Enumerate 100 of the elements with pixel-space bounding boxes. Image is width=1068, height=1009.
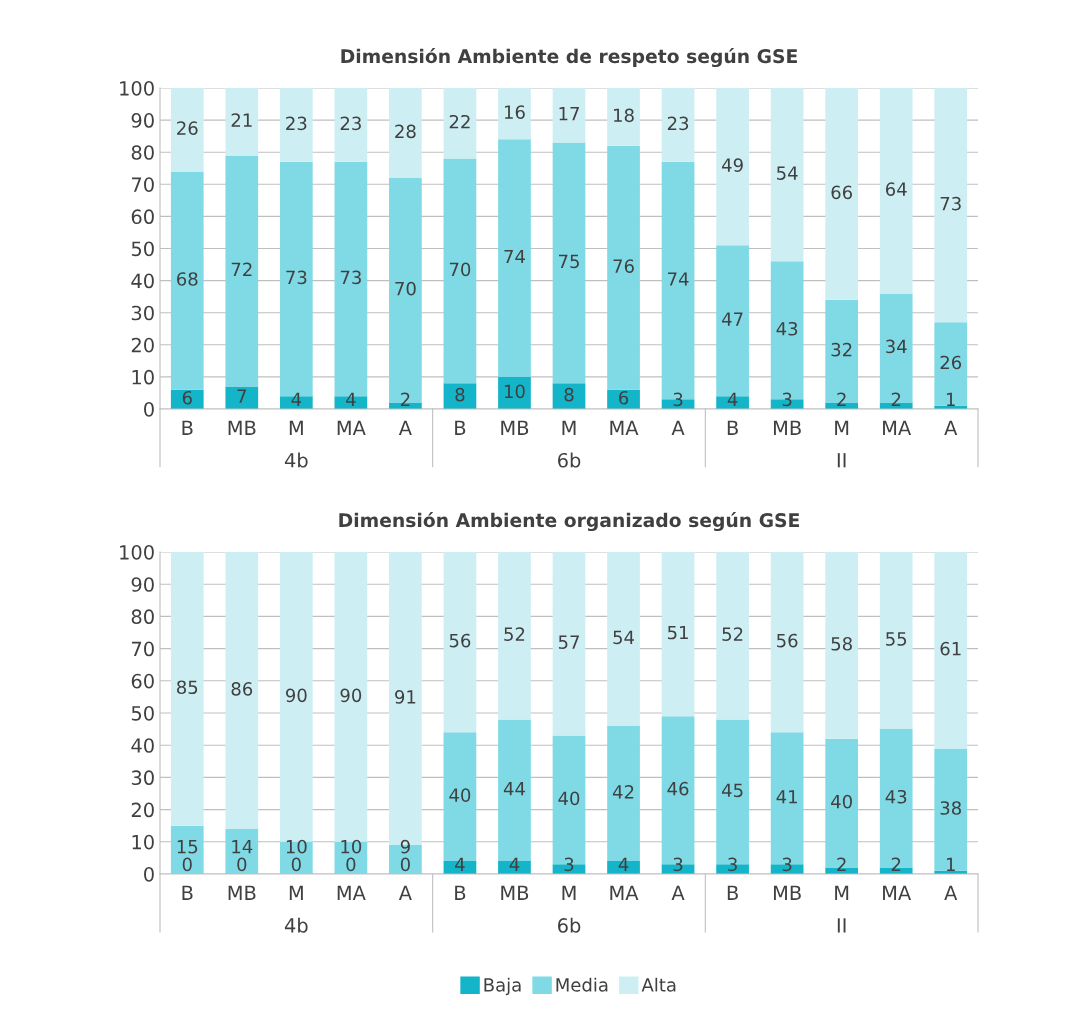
bar (443, 88, 477, 159)
bar (225, 552, 259, 829)
y-tick-label: 50 (131, 705, 154, 721)
x-tick-label: M (562, 885, 576, 900)
data-label: 54 (613, 630, 635, 645)
x-tick-label: B (455, 420, 466, 435)
data-label: 76 (613, 259, 634, 273)
x-tick-label: MB (501, 885, 529, 900)
data-label: 75 (558, 254, 579, 269)
bar (279, 552, 313, 842)
data-label: 2 (891, 392, 901, 406)
x-tick-label: MB (773, 420, 801, 435)
data-label: 61 (940, 641, 961, 656)
x-tick-label: MB (228, 885, 256, 900)
data-label: 73 (940, 196, 961, 211)
bar (879, 88, 913, 294)
legend-label: Media (556, 977, 608, 992)
y-tick-label: 60 (131, 209, 154, 225)
data-label: 14 (232, 840, 253, 854)
data-label: 2 (891, 857, 901, 871)
data-label: 23 (286, 116, 307, 131)
data-label: 66 (831, 185, 853, 200)
bar (934, 88, 968, 323)
data-label: 3 (673, 392, 683, 407)
x-tick-label: MA (610, 420, 639, 435)
bar (225, 88, 259, 156)
text: 6b (558, 917, 581, 933)
bar (825, 552, 859, 739)
data-label: 54 (777, 166, 798, 180)
x-tick-label: MA (883, 885, 912, 900)
y-tick-label: 60 (131, 673, 154, 689)
x-tick-label: B (727, 885, 738, 900)
data-label: 70 (449, 262, 471, 277)
data-label: 16 (504, 105, 525, 119)
data-label: 2 (837, 857, 846, 871)
data-label: 58 (831, 636, 852, 651)
data-label: 55 (886, 632, 907, 646)
data-label: 45 (722, 783, 743, 798)
data-label: 0 (291, 857, 301, 872)
data-label: 90 (340, 688, 362, 703)
x-tick-label: MB (773, 885, 801, 900)
bar (552, 552, 586, 736)
data-label: 49 (722, 158, 743, 172)
data-label: 6 (182, 390, 192, 405)
x-tick-label: A (398, 885, 412, 900)
data-label: 72 (231, 262, 252, 276)
data-label: 21 (231, 113, 252, 127)
data-label: 4 (291, 392, 302, 406)
data-label: 4 (727, 392, 738, 406)
x-tick-label: MA (337, 885, 366, 900)
y-tick-label: 40 (131, 273, 154, 289)
bar (443, 158, 477, 384)
bar (716, 552, 749, 720)
bar (825, 88, 859, 300)
data-label: 73 (340, 270, 361, 285)
data-label: 64 (885, 182, 907, 196)
data-label: 43 (885, 789, 907, 804)
bar (879, 552, 913, 730)
data-label: 15 (177, 840, 198, 854)
data-label: 42 (612, 785, 634, 799)
data-label: 86 (231, 682, 253, 696)
x-tick-label: A (671, 420, 685, 435)
data-label: 18 (614, 108, 634, 123)
data-label: 74 (668, 272, 689, 286)
bar (770, 552, 804, 733)
data-label: 7 (237, 389, 246, 403)
x-tick-label: A (671, 885, 685, 900)
text: 4b (284, 917, 308, 933)
bar (389, 88, 422, 178)
data-label: 40 (831, 794, 852, 809)
bar (661, 552, 695, 717)
y-tick-label: 70 (131, 177, 154, 192)
legend-label: Alta (641, 977, 676, 992)
data-label: 34 (886, 339, 907, 354)
data-label: 4 (346, 392, 356, 406)
bar (279, 88, 313, 162)
data-label: 32 (831, 342, 852, 357)
data-label: 57 (558, 635, 579, 650)
data-label: 91 (395, 690, 416, 704)
text: 6b (558, 452, 581, 468)
data-label: 40 (449, 788, 471, 802)
data-label: 23 (340, 116, 361, 131)
x-tick-label: B (182, 420, 193, 435)
bar (934, 322, 968, 406)
data-label: 3 (564, 857, 574, 872)
bar (934, 552, 968, 749)
data-label: 8 (455, 387, 465, 402)
data-label: 22 (449, 114, 470, 129)
x-tick-label: B (182, 885, 193, 900)
data-label: 3 (673, 857, 683, 872)
data-label: 73 (286, 270, 307, 285)
data-label: 2 (400, 392, 410, 406)
data-label: 28 (395, 124, 416, 139)
data-label: 10 (286, 839, 307, 854)
bar (934, 748, 968, 871)
legend-label: Baja (484, 977, 521, 996)
y-tick-label: 0 (144, 401, 154, 417)
data-label: 52 (722, 627, 743, 641)
bar (225, 828, 259, 874)
data-label: 74 (504, 249, 525, 264)
